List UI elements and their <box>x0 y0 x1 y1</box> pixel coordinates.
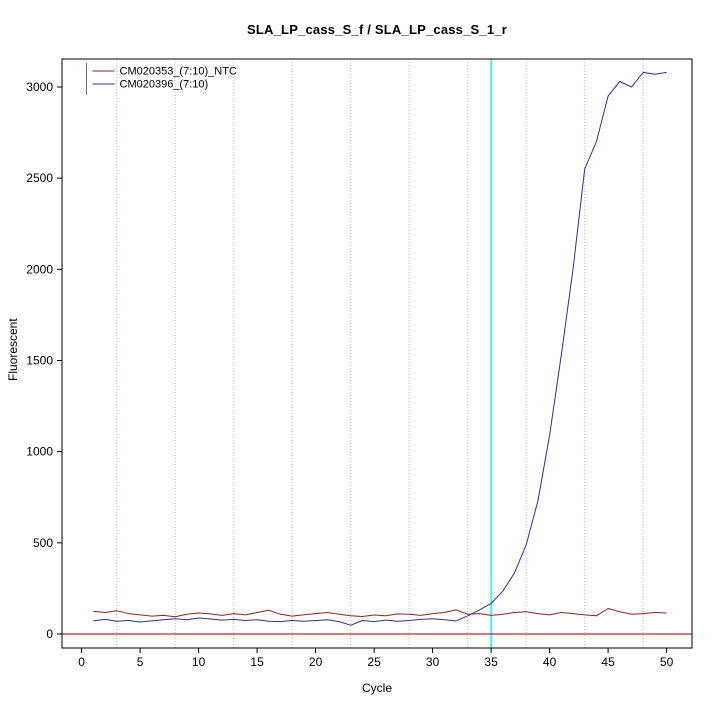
y-tick-label: 2000 <box>26 262 53 276</box>
y-tick-label: 1500 <box>26 354 53 368</box>
y-tick-label: 1000 <box>26 445 53 459</box>
series-line-1 <box>93 71 667 626</box>
chart-title: SLA_LP_cass_S_f / SLA_LP_cass_S_1_r <box>247 22 507 37</box>
x-tick-label: 50 <box>660 655 674 669</box>
x-tick-label: 20 <box>309 655 323 669</box>
legend-label-0: CM020353_(7:10)_NTC <box>120 66 237 78</box>
plot-frame <box>61 58 693 649</box>
legend-label-1: CM020396_(7:10) <box>120 79 209 91</box>
y-tick-label: 0 <box>46 627 53 641</box>
series-line-0 <box>93 608 667 618</box>
x-axis-label: Cycle <box>361 681 392 695</box>
x-tick-label: 25 <box>367 655 381 669</box>
y-tick-label: 2500 <box>26 171 53 185</box>
y-tick-label: 3000 <box>26 80 53 94</box>
x-tick-label: 35 <box>484 655 498 669</box>
x-tick-label: 30 <box>426 655 440 669</box>
x-tick-label: 40 <box>543 655 557 669</box>
x-tick-label: 0 <box>78 655 85 669</box>
x-tick-label: 45 <box>601 655 615 669</box>
y-tick-label: 500 <box>33 536 53 550</box>
x-tick-label: 10 <box>192 655 206 669</box>
x-tick-label: 15 <box>250 655 264 669</box>
x-tick-label: 5 <box>137 655 144 669</box>
y-axis-label: Fluorescent <box>6 318 20 382</box>
